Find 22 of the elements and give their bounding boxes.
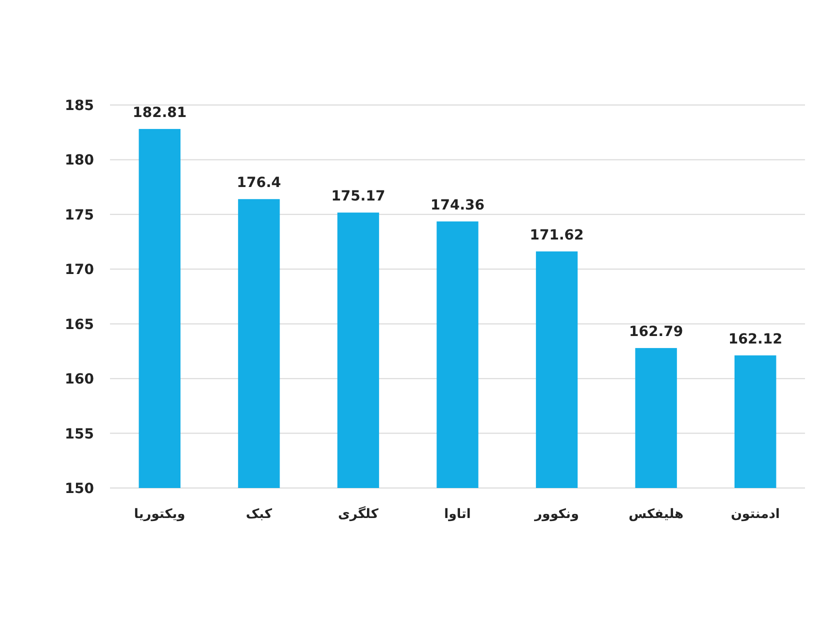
- y-tick-label: 165: [64, 316, 94, 333]
- y-tick-label: 180: [64, 152, 94, 169]
- x-tick-label: کلگری: [338, 506, 379, 522]
- x-tick-label: ادمنتون: [730, 507, 780, 522]
- x-tick-label: هلیفکس: [628, 507, 684, 522]
- data-label: 176.4: [236, 175, 282, 192]
- y-tick-label: 175: [64, 207, 94, 224]
- data-label: 162.79: [629, 324, 684, 340]
- data-label: 174.36: [430, 197, 485, 214]
- y-tick-label: 155: [64, 426, 94, 442]
- x-tick-label: ونکوور: [534, 507, 579, 522]
- x-tick-label: ویکتوریا: [134, 507, 186, 522]
- data-label: 171.62: [530, 227, 584, 244]
- data-label: 162.12: [728, 331, 782, 348]
- data-label: 175.17: [331, 188, 386, 205]
- x-tick-label: اتاوا: [444, 507, 471, 522]
- y-tick-label: 185: [64, 98, 94, 114]
- y-tick-label: 150: [64, 481, 94, 497]
- y-tick-label: 160: [64, 372, 94, 388]
- data-label: 182.81: [132, 104, 187, 121]
- x-tick-label: کبک: [246, 507, 272, 522]
- y-tick-label: 170: [64, 262, 94, 278]
